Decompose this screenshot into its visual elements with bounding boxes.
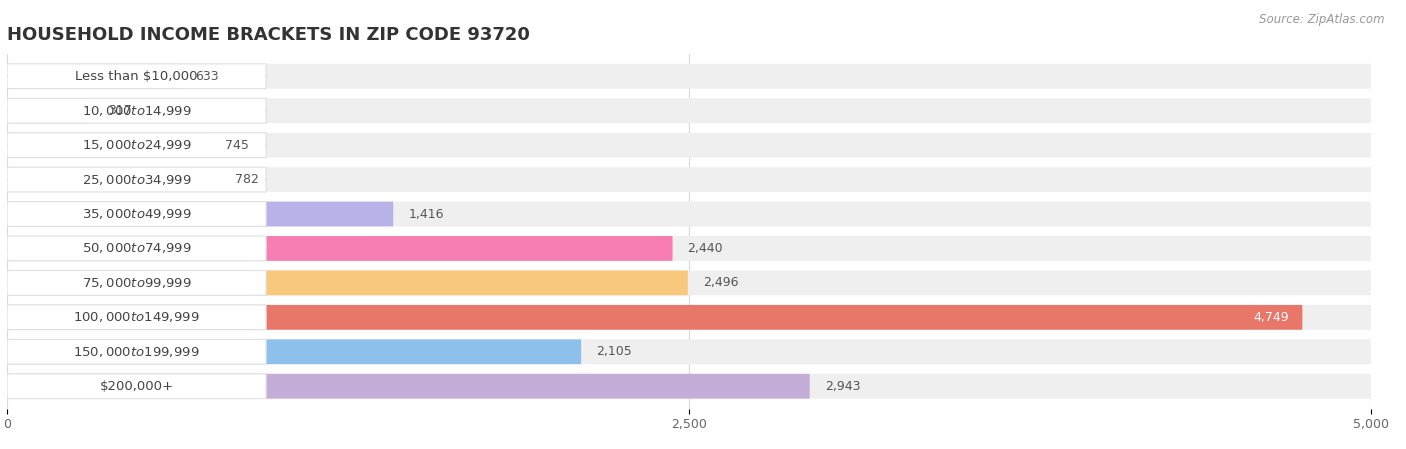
Text: 745: 745 bbox=[225, 139, 249, 152]
Text: $75,000 to $99,999: $75,000 to $99,999 bbox=[82, 276, 191, 290]
Text: 2,943: 2,943 bbox=[825, 380, 860, 393]
FancyBboxPatch shape bbox=[7, 202, 1371, 226]
Text: 633: 633 bbox=[194, 70, 218, 83]
FancyBboxPatch shape bbox=[7, 167, 221, 192]
Text: $100,000 to $149,999: $100,000 to $149,999 bbox=[73, 310, 200, 324]
FancyBboxPatch shape bbox=[7, 64, 180, 88]
Text: $10,000 to $14,999: $10,000 to $14,999 bbox=[82, 104, 191, 118]
Text: 2,496: 2,496 bbox=[703, 277, 738, 290]
FancyBboxPatch shape bbox=[7, 167, 1371, 192]
FancyBboxPatch shape bbox=[7, 305, 1371, 330]
FancyBboxPatch shape bbox=[7, 236, 266, 261]
FancyBboxPatch shape bbox=[7, 339, 1371, 364]
FancyBboxPatch shape bbox=[7, 64, 1371, 88]
Text: $15,000 to $24,999: $15,000 to $24,999 bbox=[82, 138, 191, 152]
FancyBboxPatch shape bbox=[7, 98, 93, 123]
FancyBboxPatch shape bbox=[7, 133, 266, 158]
FancyBboxPatch shape bbox=[7, 270, 266, 295]
FancyBboxPatch shape bbox=[7, 64, 266, 88]
Text: 2,105: 2,105 bbox=[596, 345, 631, 358]
FancyBboxPatch shape bbox=[7, 305, 266, 330]
FancyBboxPatch shape bbox=[7, 236, 1371, 261]
Text: 317: 317 bbox=[108, 104, 132, 117]
FancyBboxPatch shape bbox=[7, 133, 1371, 158]
FancyBboxPatch shape bbox=[7, 133, 211, 158]
Text: 1,416: 1,416 bbox=[408, 207, 444, 220]
FancyBboxPatch shape bbox=[7, 167, 266, 192]
FancyBboxPatch shape bbox=[7, 98, 1371, 123]
FancyBboxPatch shape bbox=[7, 270, 688, 295]
FancyBboxPatch shape bbox=[7, 339, 581, 364]
FancyBboxPatch shape bbox=[7, 270, 1371, 295]
Text: HOUSEHOLD INCOME BRACKETS IN ZIP CODE 93720: HOUSEHOLD INCOME BRACKETS IN ZIP CODE 93… bbox=[7, 26, 530, 44]
FancyBboxPatch shape bbox=[7, 98, 266, 123]
FancyBboxPatch shape bbox=[7, 236, 672, 261]
Text: $200,000+: $200,000+ bbox=[100, 380, 173, 393]
Text: $35,000 to $49,999: $35,000 to $49,999 bbox=[82, 207, 191, 221]
FancyBboxPatch shape bbox=[7, 374, 1371, 399]
Text: $150,000 to $199,999: $150,000 to $199,999 bbox=[73, 345, 200, 359]
FancyBboxPatch shape bbox=[7, 339, 266, 364]
Text: Less than $10,000: Less than $10,000 bbox=[76, 70, 198, 83]
FancyBboxPatch shape bbox=[7, 202, 266, 226]
Text: 2,440: 2,440 bbox=[688, 242, 723, 255]
FancyBboxPatch shape bbox=[7, 374, 810, 399]
Text: $25,000 to $34,999: $25,000 to $34,999 bbox=[82, 172, 191, 187]
FancyBboxPatch shape bbox=[7, 305, 1302, 330]
Text: Source: ZipAtlas.com: Source: ZipAtlas.com bbox=[1260, 13, 1385, 26]
Text: $50,000 to $74,999: $50,000 to $74,999 bbox=[82, 242, 191, 255]
Text: 4,749: 4,749 bbox=[1253, 311, 1289, 324]
FancyBboxPatch shape bbox=[7, 374, 266, 399]
Text: 782: 782 bbox=[235, 173, 259, 186]
FancyBboxPatch shape bbox=[7, 202, 394, 226]
